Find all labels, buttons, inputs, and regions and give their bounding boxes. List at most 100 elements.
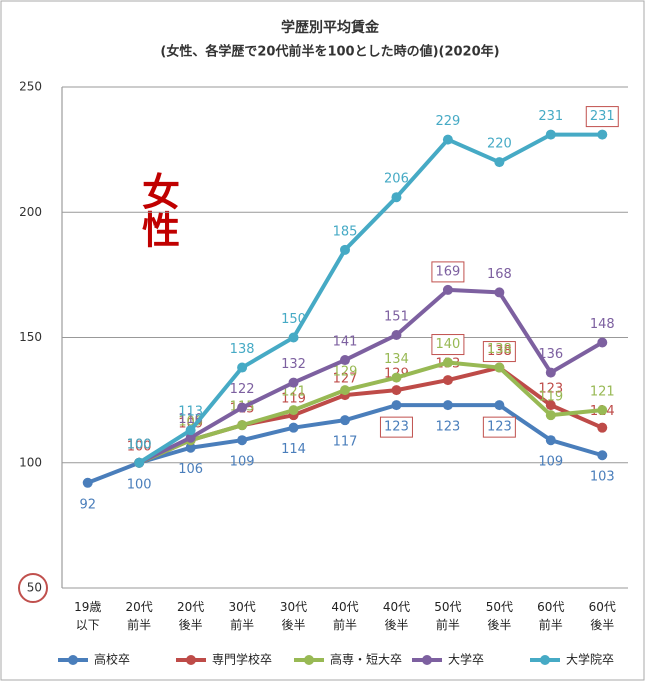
data-label: 113: [178, 405, 203, 420]
data-label: 140: [435, 337, 460, 352]
point: [340, 244, 350, 255]
point: [185, 442, 196, 453]
data-label: 123: [384, 420, 409, 435]
point: [545, 400, 556, 411]
legend-label: 大学卒: [448, 652, 484, 667]
data-label: 169: [435, 264, 460, 279]
point: [442, 400, 453, 411]
chart-title: 学歴別平均賃金: [281, 19, 380, 36]
point: [391, 400, 402, 411]
data-label: 231: [590, 109, 615, 124]
data-label: 123: [435, 420, 460, 435]
data-label: 168: [487, 267, 512, 282]
data-label: 121: [590, 385, 615, 400]
data-label: 138: [487, 342, 512, 357]
data-label: 123: [538, 382, 563, 397]
point: [597, 450, 608, 461]
point: [545, 410, 556, 421]
data-label: 136: [538, 347, 563, 362]
legend-label: 専門学校卒: [212, 652, 272, 667]
data-label: 100: [127, 439, 152, 454]
data-label: 109: [178, 415, 203, 430]
point: [237, 420, 248, 431]
data-label: 185: [333, 224, 358, 239]
chart-subtitle: (女性、各学歴で20代前半を100とした時の値)(2020年): [160, 44, 499, 60]
x-tick-label: 30代 前半: [228, 600, 256, 632]
data-label: 100: [127, 437, 152, 452]
data-label: 231: [538, 109, 563, 124]
label-box: [379, 416, 413, 438]
data-label: 127: [333, 372, 358, 387]
point: [288, 405, 299, 416]
data-label: 121: [281, 385, 306, 400]
y-tick-label: 150: [19, 330, 42, 344]
point: [545, 367, 556, 378]
y-tick-label: 100: [19, 455, 42, 469]
data-label: 138: [487, 344, 512, 359]
series-line: [138, 360, 603, 465]
point: [237, 402, 248, 413]
point: [442, 357, 453, 368]
data-label: 114: [281, 442, 306, 457]
point: [288, 332, 299, 343]
data-label: 106: [178, 462, 203, 477]
data-label: 138: [230, 342, 255, 357]
point: [597, 422, 608, 433]
point: [391, 192, 402, 203]
point: [494, 287, 505, 298]
point: [494, 362, 505, 373]
legend-label: 高校卒: [94, 652, 130, 667]
legend-marker: [422, 655, 432, 665]
annotation: 女性: [136, 171, 180, 248]
series-line: [138, 287, 604, 465]
data-label: 123: [487, 420, 512, 435]
point: [237, 362, 248, 373]
y-tick-label: 250: [19, 80, 42, 94]
point: [288, 422, 299, 433]
x-tick-label: 19歳 以下: [74, 600, 102, 632]
point: [597, 405, 608, 416]
label-box: [585, 106, 619, 128]
label-box: [482, 341, 516, 363]
data-label: 229: [435, 114, 460, 129]
data-label: 150: [281, 312, 306, 327]
y-tick-label: 50: [27, 581, 42, 595]
point: [545, 435, 556, 446]
legend-marker: [540, 655, 550, 665]
legend-marker: [304, 655, 314, 665]
point: [288, 377, 299, 388]
point: [442, 284, 453, 295]
data-label: 109: [230, 455, 255, 470]
x-tick-label: 60代 後半: [588, 600, 616, 632]
label-box: [482, 416, 516, 438]
point: [391, 329, 402, 340]
x-tick-label: 40代 前半: [331, 600, 359, 632]
label-box: [431, 334, 465, 356]
series-line: [138, 132, 603, 465]
legend-marker: [186, 655, 196, 665]
point: [494, 157, 505, 168]
data-label: 132: [281, 357, 306, 372]
data-label: 103: [590, 470, 615, 485]
data-label: 119: [281, 392, 306, 407]
point: [391, 385, 402, 396]
data-label: 129: [333, 365, 358, 380]
data-label: 134: [384, 352, 409, 367]
data-label: 141: [333, 335, 358, 350]
point: [597, 129, 608, 140]
x-tick-label: 30代 後半: [279, 600, 308, 632]
data-label: 100: [127, 477, 152, 492]
data-label: 117: [333, 435, 358, 450]
point: [442, 134, 453, 145]
data-label: 109: [538, 455, 563, 470]
point: [442, 375, 453, 386]
data-label: 119: [538, 390, 563, 405]
point: [185, 432, 196, 443]
x-tick-label: 40代 後半: [382, 600, 411, 632]
x-tick-label: 20代 前半: [125, 600, 153, 632]
point: [597, 337, 608, 348]
data-label: 100: [127, 437, 152, 452]
point: [134, 457, 145, 468]
